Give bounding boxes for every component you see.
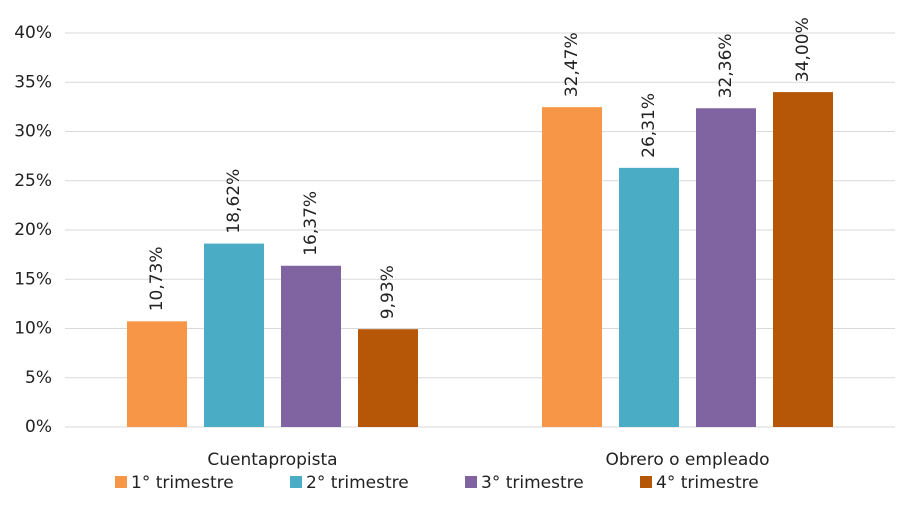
legend-swatch (640, 476, 652, 488)
legend-swatch (290, 476, 302, 488)
bar (696, 108, 756, 427)
legend-label: 2° trimestre (306, 473, 409, 493)
y-tick-label: 20% (14, 220, 52, 240)
y-tick-label: 35% (14, 72, 52, 92)
bar (204, 243, 264, 427)
legend-swatch (465, 476, 477, 488)
value-label: 26,31% (639, 93, 659, 158)
x-tick-label: Cuentapropista (207, 450, 337, 470)
y-tick-label: 0% (25, 417, 52, 437)
value-label: 16,37% (301, 191, 321, 256)
x-tick-label: Obrero o empleado (605, 450, 769, 470)
y-tick-label: 40% (14, 23, 52, 43)
y-tick-label: 10% (14, 319, 52, 339)
bar (127, 321, 187, 427)
bar (542, 107, 602, 427)
legend-swatch (115, 476, 127, 488)
value-label: 9,93% (378, 265, 398, 319)
bar (358, 329, 418, 427)
y-tick-label: 30% (14, 122, 52, 142)
legend-label: 3° trimestre (481, 473, 584, 493)
value-label: 32,47% (562, 32, 582, 97)
y-tick-label: 15% (14, 269, 52, 289)
value-label: 32,36% (716, 33, 736, 98)
value-label: 10,73% (147, 246, 167, 311)
bar (619, 167, 679, 427)
bar (281, 265, 341, 427)
y-tick-label: 25% (14, 171, 52, 191)
y-tick-label: 5% (25, 368, 52, 388)
legend-label: 1° trimestre (131, 473, 234, 493)
legend-label: 4° trimestre (656, 473, 759, 493)
value-label: 18,62% (224, 169, 244, 234)
bar (773, 92, 833, 427)
value-label: 34,00% (793, 17, 813, 82)
